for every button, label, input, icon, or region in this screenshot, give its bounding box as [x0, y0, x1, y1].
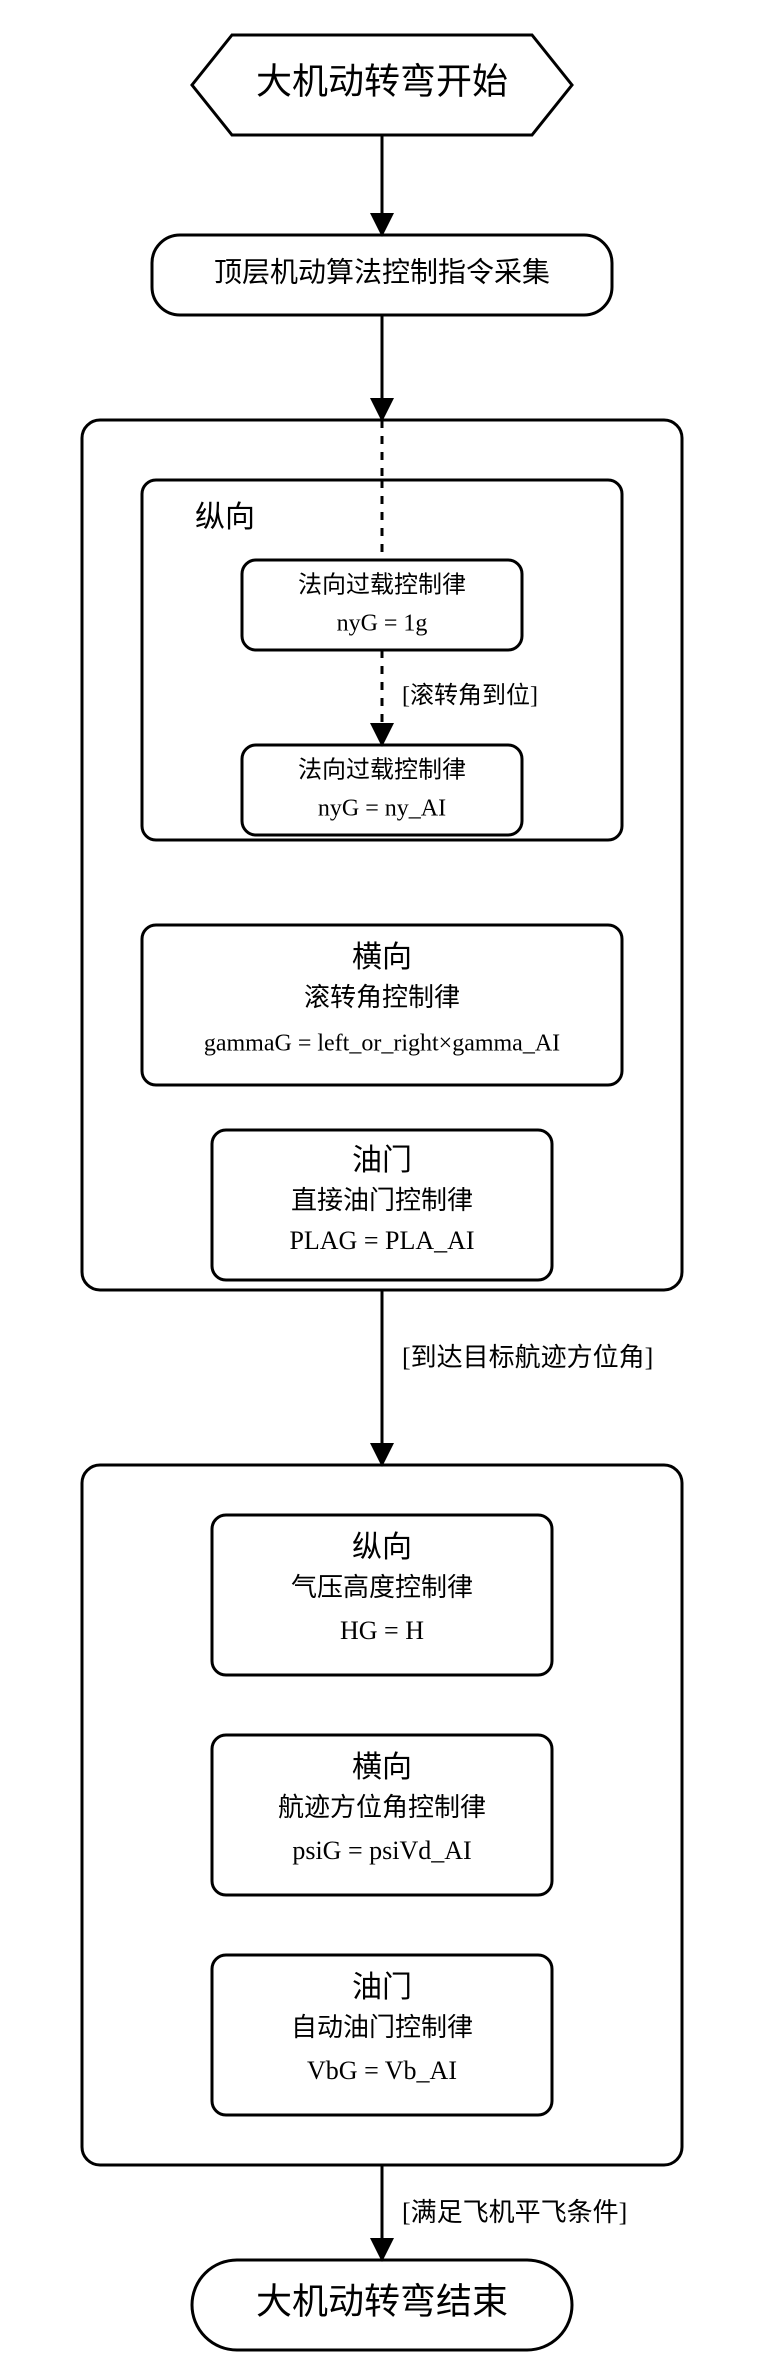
svg-text:[到达目标航迹方位角]: [到达目标航迹方位角] — [402, 1343, 653, 1372]
svg-text:VbG = Vb_AI: VbG = Vb_AI — [307, 2056, 457, 2085]
svg-text:自动油门控制律: 自动油门控制律 — [291, 2013, 473, 2042]
svg-text:横向: 横向 — [352, 941, 412, 974]
svg-text:[满足飞机平飞条件]: [满足飞机平飞条件] — [402, 2198, 627, 2227]
svg-text:[滚转角到位]: [滚转角到位] — [402, 682, 538, 709]
svg-text:航迹方位角控制律: 航迹方位角控制律 — [278, 1793, 486, 1822]
svg-text:大机动转弯结束: 大机动转弯结束 — [256, 2281, 508, 2321]
svg-text:顶层机动算法控制指令采集: 顶层机动算法控制指令采集 — [214, 256, 550, 288]
svg-text:nyG = 1g: nyG = 1g — [337, 611, 428, 637]
svg-text:纵向: 纵向 — [195, 501, 255, 534]
svg-text:nyG = ny_AI: nyG = ny_AI — [318, 796, 446, 822]
svg-text:纵向: 纵向 — [352, 1531, 412, 1564]
svg-text:法向过载控制律: 法向过载控制律 — [298, 572, 466, 599]
svg-text:油门: 油门 — [352, 1144, 412, 1177]
svg-text:HG = H: HG = H — [340, 1616, 424, 1645]
svg-text:横向: 横向 — [352, 1751, 412, 1784]
svg-text:气压高度控制律: 气压高度控制律 — [291, 1573, 473, 1602]
svg-text:油门: 油门 — [352, 1971, 412, 2004]
svg-text:大机动转弯开始: 大机动转弯开始 — [256, 61, 508, 101]
svg-text:滚转角控制律: 滚转角控制律 — [304, 983, 460, 1012]
svg-text:PLAG = PLA_AI: PLAG = PLA_AI — [289, 1226, 474, 1255]
svg-text:psiG = psiVd_AI: psiG = psiVd_AI — [292, 1836, 471, 1865]
svg-text:gammaG = left_or_right×gamma_: gammaG = left_or_right×gamma_AI — [204, 1031, 560, 1057]
svg-text:直接油门控制律: 直接油门控制律 — [291, 1186, 473, 1215]
svg-text:法向过载控制律: 法向过载控制律 — [298, 757, 466, 784]
